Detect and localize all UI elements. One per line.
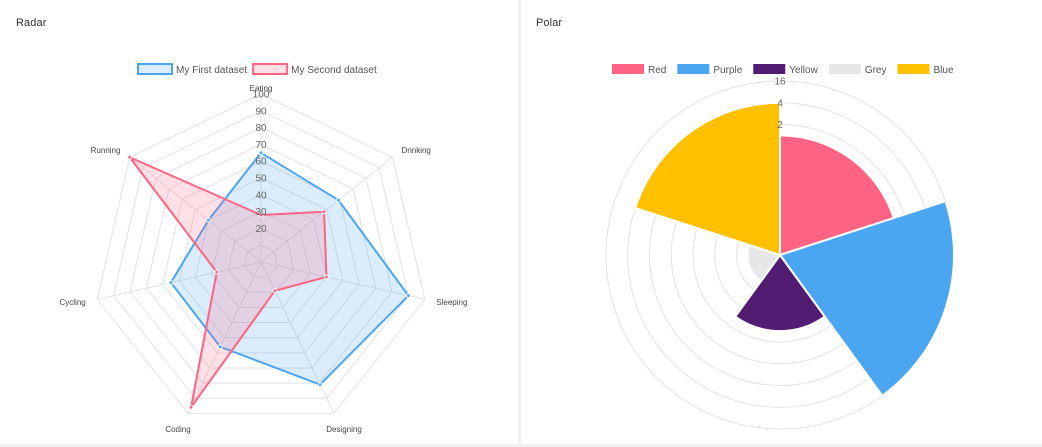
radar-card-title: Radar xyxy=(16,17,47,29)
legend-swatch-red[interactable] xyxy=(612,64,644,74)
radar-point-1[interactable] xyxy=(317,382,323,388)
legend-label-blue[interactable]: Blue xyxy=(933,65,953,76)
radar-spoke xyxy=(129,156,262,263)
radar-dataset-1 xyxy=(169,151,410,386)
radar-tick-label: 40 xyxy=(255,190,267,201)
radar-grid-ring xyxy=(129,127,393,384)
legend-swatch-yellow[interactable] xyxy=(753,64,786,74)
radar-tick-label: 20 xyxy=(255,224,267,235)
radar-grid-ring xyxy=(162,160,360,354)
radar-axis-label: Coding xyxy=(165,425,190,434)
polar-tick-label: 4 xyxy=(777,98,783,109)
radar-card: Radar 20 30 40 50 60 70 80 90 100 Eating Drinking S… xyxy=(0,0,518,444)
radar-axis-label: Designing xyxy=(326,425,362,434)
polar-card-title: Polar xyxy=(536,17,563,29)
radar-spoke xyxy=(260,156,393,263)
radar-axis-label: Sleeping xyxy=(436,298,467,307)
radar-grid-ring xyxy=(211,211,311,308)
radar-point-1[interactable] xyxy=(258,150,264,156)
legend-label-dataset-1[interactable]: My First dataset xyxy=(176,65,247,76)
radar-point-2[interactable] xyxy=(321,209,327,215)
radar-tick-label: 100 xyxy=(253,90,270,101)
legend-swatch-dataset-2[interactable] xyxy=(252,63,289,75)
legend-swatch-grey[interactable] xyxy=(828,64,861,74)
polar-tick-label: 2 xyxy=(777,120,783,131)
radar-axis-label: Eating xyxy=(250,84,273,93)
radar-tick-label: 60 xyxy=(255,157,267,168)
radar-point-2[interactable] xyxy=(127,154,133,160)
legend-label-dataset-2[interactable]: My Second dataset xyxy=(291,65,377,76)
radar-axis-label: Cycling xyxy=(60,298,86,307)
polar-card: Polar 2 4 16 Red Purple Yellow Grey Blue xyxy=(521,0,1042,444)
polar-tick-label: 16 xyxy=(774,77,786,88)
radar-point-2[interactable] xyxy=(188,404,194,410)
polar-wedge-purple[interactable] xyxy=(778,199,955,398)
radar-point-1[interactable] xyxy=(205,217,211,223)
radar-axis-label: Drinking xyxy=(402,146,431,155)
radar-tick-label: 80 xyxy=(255,123,267,134)
radar-legend: My First dataset My Second dataset xyxy=(137,63,377,76)
legend-label-red[interactable]: Red xyxy=(648,65,666,76)
radar-grid-ring xyxy=(113,110,409,399)
polar-wedge-red[interactable] xyxy=(779,134,896,257)
radar-grid-ring xyxy=(96,93,426,414)
radar-spoke xyxy=(97,261,262,300)
radar-grid-ring xyxy=(227,227,295,293)
legend-label-grey[interactable]: Grey xyxy=(865,65,887,76)
radar-axis-label: Running xyxy=(91,146,121,155)
radar-point-2[interactable] xyxy=(272,288,278,294)
radar-grid-ring xyxy=(194,194,328,324)
polar-wedge-yellow[interactable] xyxy=(733,253,827,333)
radar-dataset-2 xyxy=(128,156,328,409)
radar-grid-ring xyxy=(244,244,278,278)
radar-point-1[interactable] xyxy=(217,344,223,350)
radar-point-1[interactable] xyxy=(168,280,174,286)
radar-point-1[interactable] xyxy=(335,197,341,203)
radar-tick-label: 30 xyxy=(255,207,267,218)
polar-wedge-blue[interactable] xyxy=(633,101,781,257)
legend-swatch-blue[interactable] xyxy=(897,64,930,74)
radar-spoke xyxy=(260,261,335,414)
radar-point-2[interactable] xyxy=(258,212,264,218)
polar-legend: Red Purple Yellow Grey Blue xyxy=(612,64,954,76)
polar-chart: 2 4 16 Red Purple Yellow Grey Blue xyxy=(605,64,955,430)
radar-point-2[interactable] xyxy=(324,274,330,280)
radar-point-1[interactable] xyxy=(405,293,411,299)
legend-label-yellow[interactable]: Yellow xyxy=(789,65,818,76)
radar-grid-ring xyxy=(178,177,344,339)
radar-tick-label: 90 xyxy=(255,106,267,117)
legend-label-purple[interactable]: Purple xyxy=(713,65,742,76)
radar-point-2[interactable] xyxy=(214,269,220,275)
radar-tick-label: 70 xyxy=(255,140,267,151)
radar-spoke xyxy=(187,261,262,414)
legend-swatch-dataset-1[interactable] xyxy=(137,63,173,75)
radar-spoke xyxy=(260,261,425,300)
legend-swatch-purple[interactable] xyxy=(677,64,710,74)
radar-tick-label: 50 xyxy=(255,174,267,185)
